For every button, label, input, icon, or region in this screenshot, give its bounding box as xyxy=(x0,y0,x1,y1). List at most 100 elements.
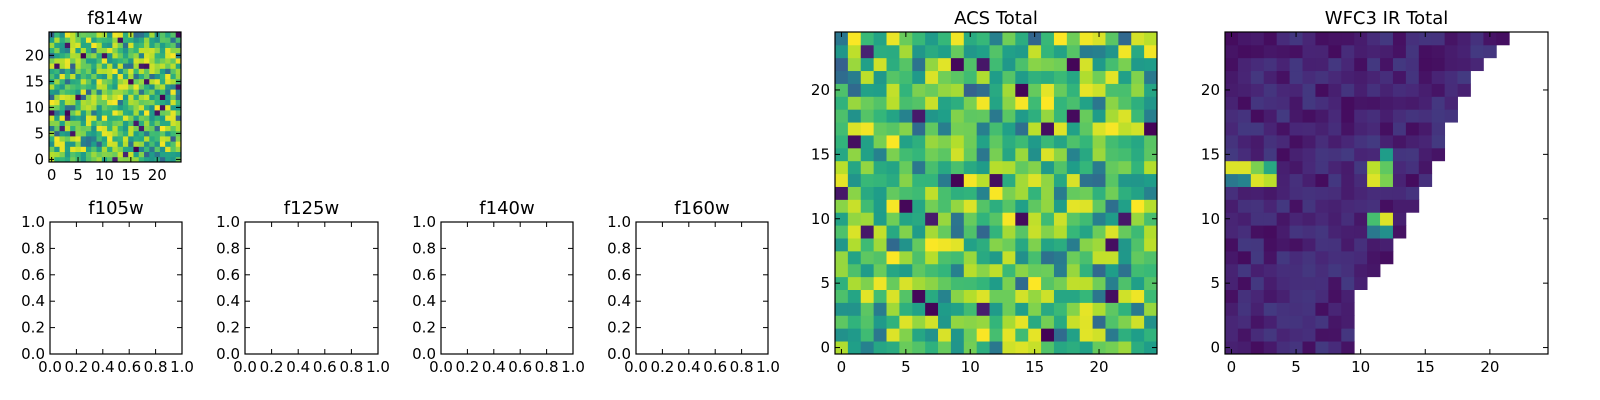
heatmap-cell xyxy=(1392,160,1407,175)
heatmap-cell xyxy=(96,89,103,95)
heatmap-cell xyxy=(117,63,124,69)
heatmap-cell xyxy=(912,57,926,72)
heatmap-cell xyxy=(1237,32,1252,46)
heatmap-cell xyxy=(138,156,145,163)
heatmap-cell xyxy=(1263,57,1278,72)
heatmap-cell xyxy=(1079,199,1093,213)
heatmap-cell xyxy=(144,120,150,126)
heatmap-cell xyxy=(49,47,55,54)
heatmap-cell xyxy=(101,42,108,48)
heatmap-cell xyxy=(1105,238,1119,252)
heatmap-cell xyxy=(101,63,108,69)
heatmap-cell xyxy=(860,173,875,187)
heatmap-cell xyxy=(835,276,849,290)
heatmap-cell xyxy=(149,130,155,137)
heatmap-cell xyxy=(1105,122,1119,136)
heatmap-cell xyxy=(1053,147,1068,162)
heatmap-cell xyxy=(54,68,60,74)
heatmap-cell xyxy=(1354,225,1368,239)
heatmap-cell xyxy=(75,42,82,48)
heatmap-cell xyxy=(1276,173,1290,187)
heatmap-cell xyxy=(1302,160,1316,175)
heatmap-cell xyxy=(59,78,66,85)
heatmap-cell xyxy=(899,32,913,46)
heatmap-cell xyxy=(950,186,965,200)
heatmap-cell xyxy=(1289,276,1303,290)
heatmap-cell xyxy=(91,37,97,43)
heatmap-cell xyxy=(976,212,990,226)
heatmap-cell xyxy=(1053,263,1068,278)
x-tick-label: 5 xyxy=(73,166,83,184)
heatmap-cell xyxy=(1144,32,1158,46)
heatmap-cell xyxy=(49,141,55,147)
heatmap-cell xyxy=(1237,302,1252,316)
heatmap-cell xyxy=(107,37,113,43)
heatmap-cell xyxy=(835,302,849,316)
heatmap-cell xyxy=(1118,186,1132,200)
heatmap-cell xyxy=(133,68,140,74)
heatmap-cell xyxy=(154,42,161,48)
heatmap-cell xyxy=(989,135,1003,149)
heatmap-cell xyxy=(70,58,76,64)
heatmap-cell xyxy=(165,37,171,43)
heatmap-cell xyxy=(80,104,87,111)
heatmap-cell xyxy=(1341,328,1355,342)
heatmap-cell xyxy=(886,263,900,278)
heatmap-cell xyxy=(899,302,913,316)
heatmap-cell xyxy=(1118,122,1132,136)
heatmap-cell xyxy=(1250,160,1265,175)
heatmap-cell xyxy=(1367,173,1381,187)
heatmap-cell xyxy=(886,70,900,84)
heatmap-cell xyxy=(1302,32,1316,46)
heatmap-cell xyxy=(860,70,875,84)
heatmap-cell xyxy=(138,146,145,152)
heatmap-cell xyxy=(117,52,124,59)
heatmap-cell xyxy=(101,47,108,54)
heatmap-cell xyxy=(128,130,134,137)
heatmap-cell xyxy=(1315,57,1329,72)
y-tick-label: 1.0 xyxy=(21,213,45,231)
heatmap-cell xyxy=(860,44,875,59)
x-tick-label: 0.6 xyxy=(313,358,337,376)
heatmap-cell xyxy=(1405,160,1420,175)
heatmap-cell xyxy=(1028,44,1042,59)
heatmap-cell xyxy=(75,47,82,54)
heatmap-cell xyxy=(1380,32,1394,46)
heatmap-cell xyxy=(1341,341,1355,355)
heatmap-cell xyxy=(101,58,108,64)
y-tick-label: 0.0 xyxy=(607,345,631,363)
heatmap-cell xyxy=(1392,70,1407,84)
heatmap-cell xyxy=(886,147,900,162)
heatmap-cell xyxy=(133,110,140,116)
heatmap-cell xyxy=(80,130,87,137)
heatmap-cell xyxy=(1028,276,1042,290)
heatmap-cell xyxy=(1041,250,1055,265)
heatmap-cell xyxy=(938,135,952,149)
heatmap-cell xyxy=(70,146,76,152)
heatmap-cell xyxy=(70,115,76,121)
heatmap-cell xyxy=(80,120,87,126)
heatmap-cell xyxy=(1405,83,1420,97)
heatmap-cell xyxy=(96,68,103,74)
heatmap-cell xyxy=(122,37,129,43)
heatmap-cell xyxy=(976,83,990,97)
heatmap-cell xyxy=(938,44,952,59)
heatmap-cell xyxy=(989,122,1003,136)
heatmap-cell xyxy=(1302,186,1316,200)
heatmap-cell xyxy=(117,130,124,137)
heatmap-cell xyxy=(54,47,60,54)
heatmap-cell xyxy=(128,84,134,90)
heatmap-cell xyxy=(1250,302,1265,316)
heatmap-cell xyxy=(1066,160,1081,175)
heatmap-cell xyxy=(847,44,862,59)
x-tick-label: 15 xyxy=(121,166,140,184)
heatmap-cell xyxy=(1354,44,1368,59)
y-tick-label: 10 xyxy=(25,98,44,116)
heatmap-cell xyxy=(1328,96,1342,110)
heatmap-cell xyxy=(950,135,965,149)
heatmap-cell xyxy=(138,110,145,116)
heatmap-cell xyxy=(912,122,926,136)
heatmap-cell xyxy=(112,104,119,111)
heatmap-cell xyxy=(1302,122,1316,136)
x-tick-label: 0.2 xyxy=(455,358,479,376)
